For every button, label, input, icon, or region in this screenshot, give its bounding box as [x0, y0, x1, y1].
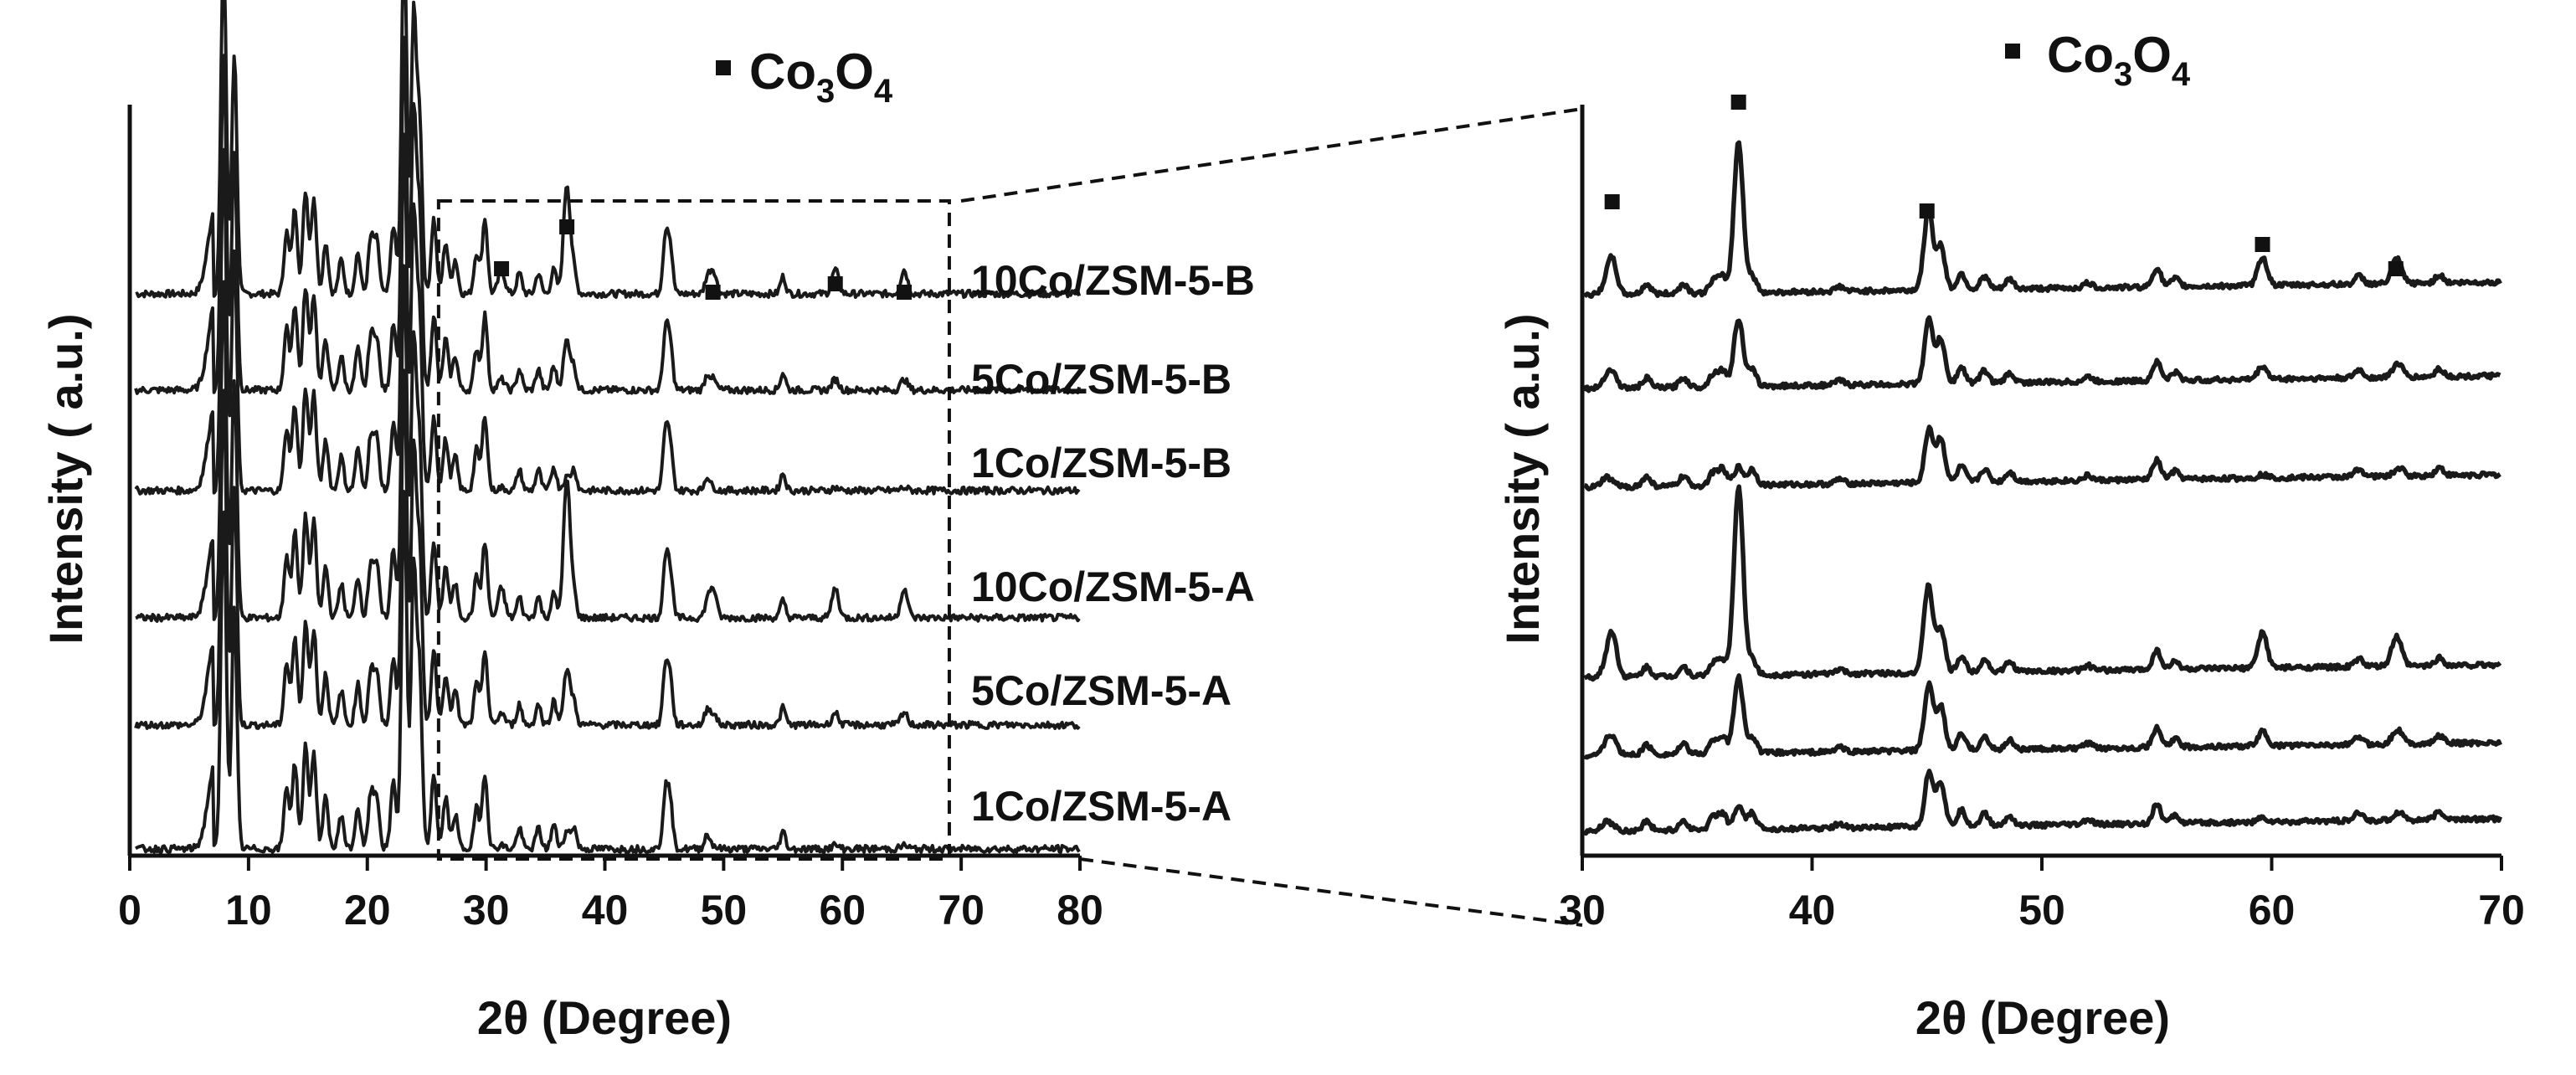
- co3o4-peak-marker: [1919, 203, 1935, 219]
- x-tick-label: 60: [819, 887, 866, 934]
- left-panel: 0 10 20 30 40 50 60 70 80 Intensity ( a.u.) 2θ (…: [39, 0, 1255, 1044]
- x-tick-label: 30: [1559, 887, 1606, 934]
- label-1co-zsm5-b: 1Co/ZSM-5-B: [971, 440, 1231, 486]
- x-tick-label: 40: [582, 887, 629, 934]
- right-series-line: [1582, 140, 2502, 299]
- x-tick-label: 70: [2478, 887, 2525, 934]
- left-series-line: [135, 264, 1081, 623]
- left-legend: Co3O4: [716, 44, 893, 110]
- label-5co-zsm5-b: 5Co/ZSM-5-B: [971, 356, 1231, 403]
- left-series-line: [134, 35, 1082, 395]
- x-tick-label: 0: [118, 887, 141, 934]
- label-10co-zsm5-a: 10Co/ZSM-5-A: [971, 563, 1255, 610]
- x-tick-label: 50: [701, 887, 748, 934]
- right-series-line: [1583, 484, 2502, 682]
- right-series-line: [1583, 769, 2502, 836]
- label-1co-zsm5-a: 1Co/ZSM-5-A: [971, 783, 1231, 830]
- label-5co-zsm5-a: 5Co/ZSM-5-A: [971, 667, 1231, 714]
- right-series-line: [1582, 673, 2502, 760]
- left-series-line: [135, 0, 1082, 299]
- co3o4-peak-marker: [705, 285, 721, 300]
- x-tick-label: 20: [344, 887, 391, 934]
- x-tick-label: 10: [225, 887, 272, 934]
- left-legend-marker: [716, 60, 731, 75]
- co3o4-peak-marker: [2255, 237, 2270, 252]
- zoom-box: [436, 199, 951, 861]
- co3o4-peak-marker: [2388, 261, 2404, 276]
- right-y-axis-title: Intensity ( a.u.): [1496, 313, 1549, 644]
- right-panel: 30 40 50 60 70 Intensity ( a.u.) 2θ (Degree)…: [1496, 27, 2525, 1044]
- co3o4-peak-marker: [559, 219, 575, 234]
- left-co3o4-markers: [494, 219, 913, 300]
- left-series-line: [135, 490, 1081, 854]
- left-series-line: [134, 132, 1081, 496]
- right-legend-marker: [2005, 44, 2020, 59]
- x-tick-label: 40: [1789, 887, 1836, 934]
- x-tick-label: 80: [1057, 887, 1103, 934]
- left-x-ticks: 0 10 20 30 40 50 60 70 80: [118, 856, 1103, 934]
- zoom-guide-bottom: [1079, 857, 1583, 927]
- x-tick-label: 60: [2249, 887, 2296, 934]
- right-legend-label: Co3O4: [2047, 27, 2191, 93]
- right-x-ticks: 30 40 50 60 70: [1559, 856, 2525, 934]
- right-traces: [1582, 140, 2502, 836]
- left-traces: [134, 0, 1082, 854]
- x-tick-label: 30: [463, 887, 510, 934]
- zoom-guide-top: [960, 107, 1583, 203]
- left-x-axis-title: 2θ (Degree): [477, 991, 732, 1044]
- right-series-line: [1583, 424, 2501, 491]
- co3o4-peak-marker: [827, 276, 843, 291]
- label-10co-zsm5-b: 10Co/ZSM-5-B: [971, 257, 1255, 304]
- left-series-line: [134, 368, 1081, 730]
- co3o4-peak-marker: [1730, 95, 1746, 110]
- co3o4-peak-marker: [897, 285, 913, 300]
- right-co3o4-markers: [1604, 95, 2404, 276]
- right-x-axis-title: 2θ (Degree): [1915, 991, 2170, 1044]
- left-legend-label: Co3O4: [749, 44, 893, 110]
- x-tick-label: 50: [2018, 887, 2065, 934]
- co3o4-peak-marker: [1604, 194, 1620, 209]
- co3o4-peak-marker: [494, 261, 510, 276]
- right-legend: Co3O4: [2005, 27, 2191, 93]
- x-tick-label: 70: [938, 887, 985, 934]
- right-series-line: [1582, 315, 2501, 393]
- left-y-axis-title: Intensity ( a.u.): [39, 313, 92, 644]
